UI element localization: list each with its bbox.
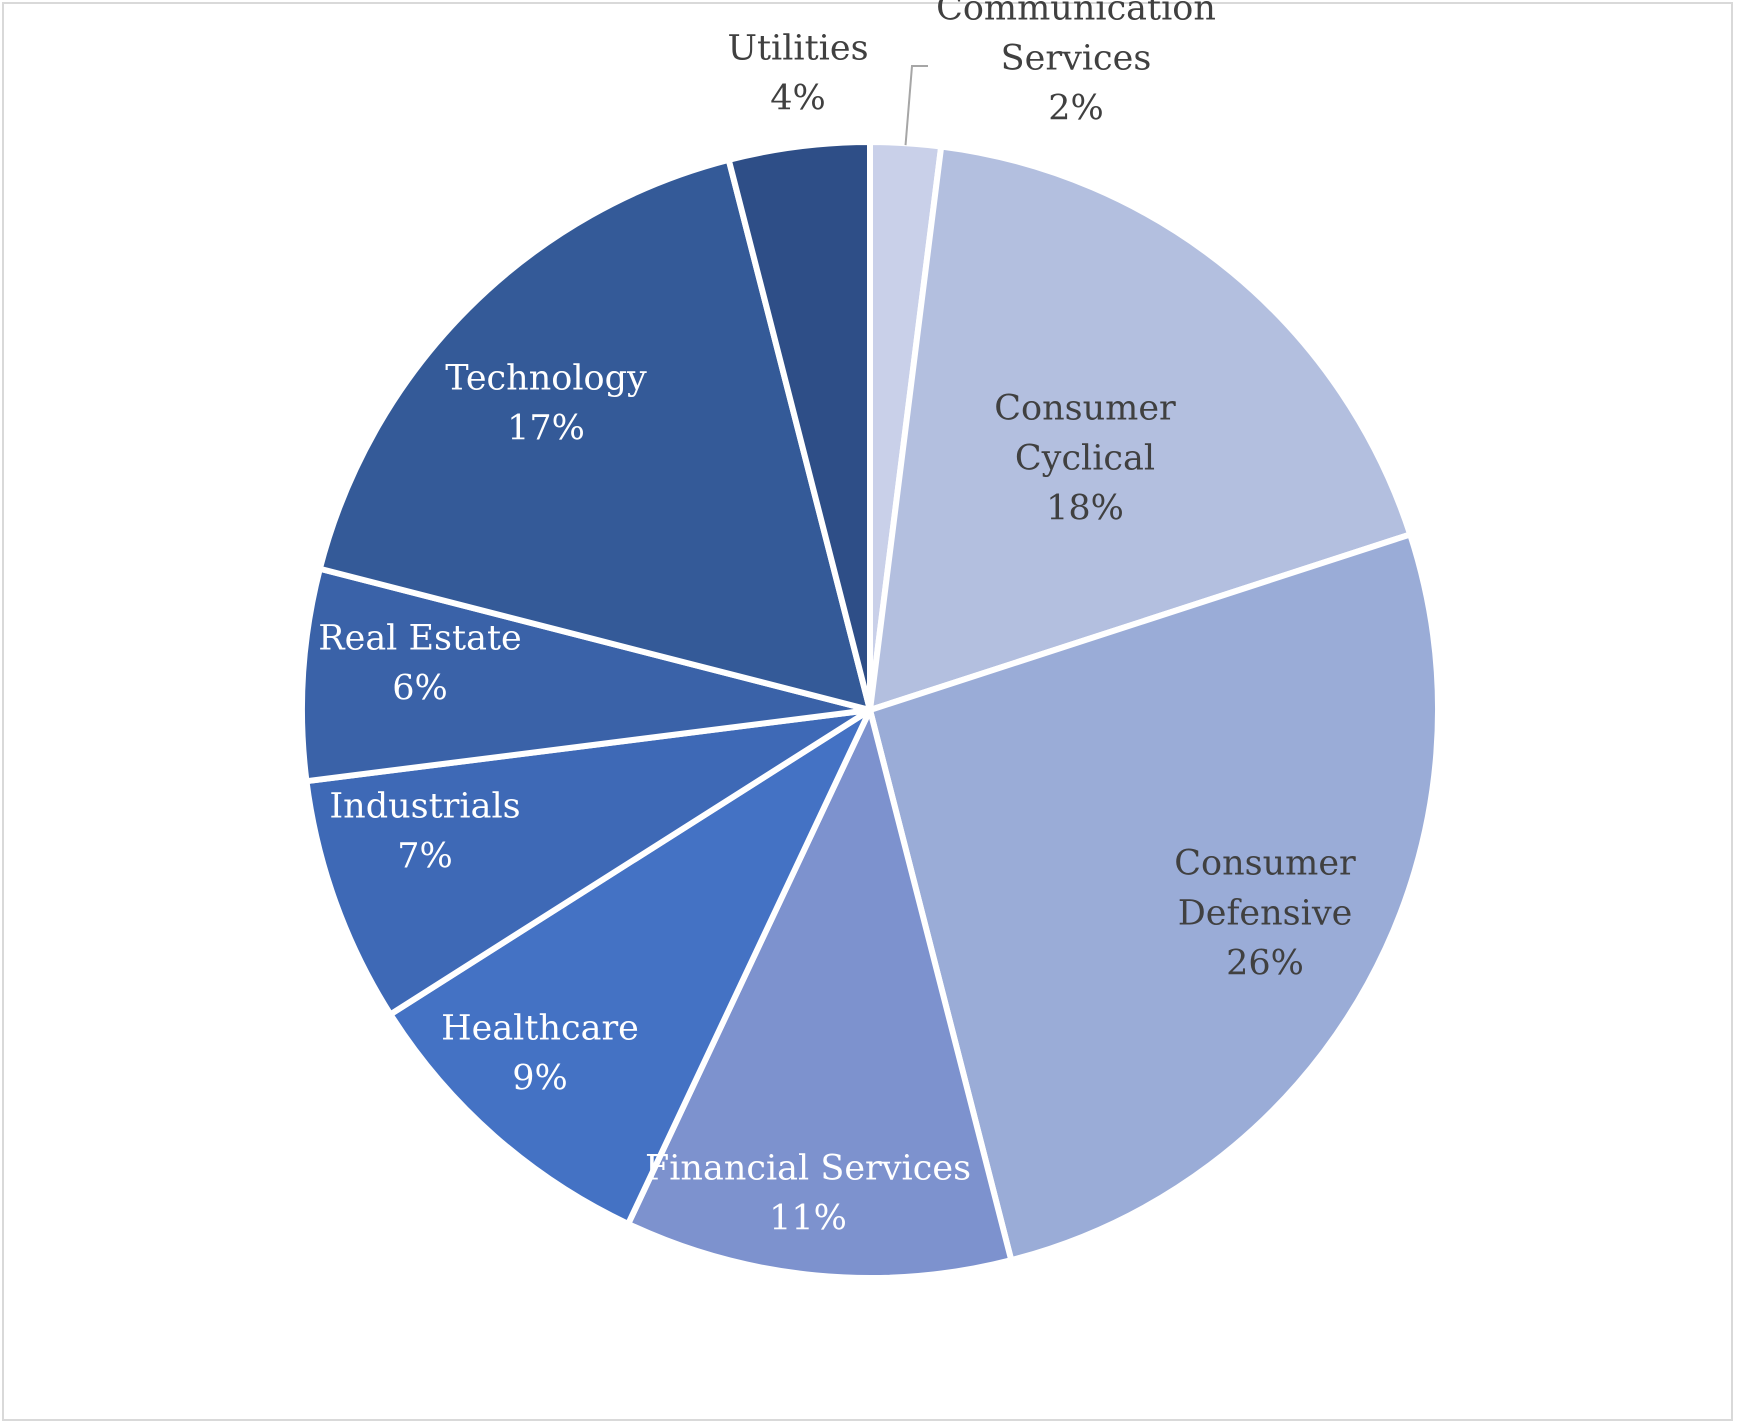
pie-label-real-estate: Real Estate 6% xyxy=(318,619,521,709)
pie-label-healthcare: Healthcare 9% xyxy=(441,1009,639,1099)
pie-value-label: 9% xyxy=(512,1059,568,1099)
leader-line-communication-services xyxy=(904,65,928,146)
pie-category-label: Financial Services xyxy=(645,1149,971,1189)
pie-category-label: Healthcare xyxy=(441,1009,639,1049)
pie-category-label: Cyclical xyxy=(1015,439,1155,479)
pie-slice-technology xyxy=(316,156,873,713)
pie-slice-real-estate xyxy=(299,565,873,785)
pie-category-label: Consumer xyxy=(1174,844,1356,884)
pie-category-label: Communication xyxy=(936,0,1216,29)
pie-category-label: Real Estate xyxy=(318,619,521,659)
leader-lines xyxy=(904,65,928,146)
pie-slice-consumer-defensive xyxy=(867,531,1442,1264)
pie-value-label: 17% xyxy=(507,409,585,449)
pie-category-label: Consumer xyxy=(994,389,1176,429)
pie-label-financial-services: Financial Services 11% xyxy=(645,1149,971,1239)
pie-category-label: Industrials xyxy=(329,787,520,827)
pie-label-communication-services: Communication Services 2% xyxy=(936,0,1216,129)
pie-slice-industrials xyxy=(303,707,873,1018)
pie-labels: Communication Services 2% Consumer Cyclical 1… xyxy=(318,0,1356,1239)
pie-label-consumer-cyclical: Consumer Cyclical 18% xyxy=(994,389,1176,529)
pie-category-label: Defensive xyxy=(1178,894,1353,934)
pie-value-label: 11% xyxy=(769,1199,847,1239)
pie-label-technology: Technology 17% xyxy=(445,359,647,449)
pie-slice-consumer-cyclical xyxy=(867,143,1414,713)
pie-value-label: 4% xyxy=(770,79,826,119)
pie-slice-utilities xyxy=(725,139,873,713)
pie-category-label: Technology xyxy=(445,359,647,399)
pie-value-label: 2% xyxy=(1048,89,1104,129)
pie-slice-financial-services xyxy=(625,707,1015,1281)
pie-value-label: 18% xyxy=(1046,489,1124,529)
pie-label-industrials: Industrials 7% xyxy=(329,787,520,877)
pie-category-label: Utilities xyxy=(727,29,868,69)
pie-value-label: 7% xyxy=(397,837,453,877)
pie-label-consumer-defensive: Consumer Defensive 26% xyxy=(1174,844,1356,984)
pie-value-label: 26% xyxy=(1226,944,1304,984)
pie-label-utilities: Utilities 4% xyxy=(727,29,868,119)
pie-slices xyxy=(299,139,1442,1281)
pie-value-label: 6% xyxy=(392,669,448,709)
pie-category-label: Services xyxy=(1001,39,1152,79)
pie-slice-healthcare xyxy=(387,707,873,1227)
